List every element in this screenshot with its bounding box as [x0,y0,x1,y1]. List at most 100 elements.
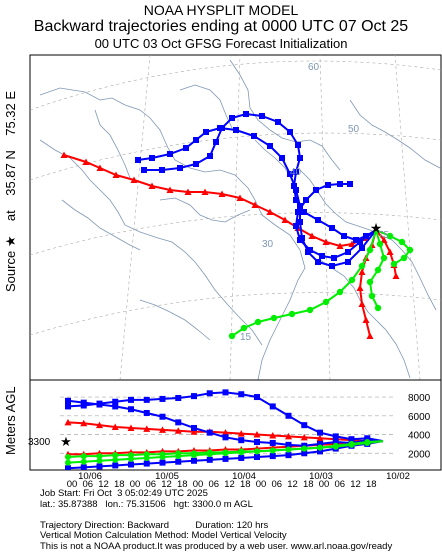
height-point [128,406,134,412]
height-point [270,440,276,446]
height-point [144,451,150,457]
source-star-icon: ★ [370,221,383,237]
map-trajectory-point [297,203,303,209]
height-point [223,434,229,440]
height-tick-label: 8000 [408,393,431,404]
map-trajectory-point [313,187,319,193]
date-tick-label: 10/03 [309,471,333,482]
map-trajectory-point [337,289,343,295]
map-trajectory-point [293,187,299,193]
map-trajectory-point [177,165,183,171]
map-trajectory-point [375,305,381,311]
map-trajectory-point [347,181,353,187]
height-point [286,452,292,458]
footer-line-5: Vertical Motion Calculation Method: Mode… [40,531,392,542]
map-trajectory-point [349,277,355,283]
map-trajectory-point [275,119,281,125]
footer-line-1: Job Start: Fri Oct 3 05:02:49 UTC 2025 [40,489,392,500]
map-trajectory-point [401,255,407,261]
height-point [254,454,260,460]
map-trajectory-point [341,233,347,239]
map-trajectory-point [251,133,257,139]
height-point [254,394,260,400]
map-trajectory-point [229,333,235,339]
height-point [97,402,103,408]
map-trajectory-point [183,145,189,151]
map-trajectory-point [259,113,265,119]
height-point [144,461,150,467]
height-point [191,450,197,456]
height-point [207,390,213,396]
height-point [254,439,260,445]
height-point [223,456,229,462]
map-trajectory-point [375,267,381,273]
height-point [238,391,244,397]
height-point [270,447,276,453]
map-trajectory-point [287,129,293,135]
map-trajectory-point [315,259,321,265]
map-trajectory-point [279,155,285,161]
height-point [81,400,87,406]
date-tick-label: 10/04 [232,471,256,482]
map-trajectory-point [377,241,383,247]
map-trajectory-point [305,249,311,255]
height-point [364,439,370,445]
footer-line-6: This is not a NOAA product.It was produc… [40,542,392,552]
footer-line-3 [40,510,392,521]
height-point [301,446,307,452]
height-point [65,454,71,460]
height-point [128,452,134,458]
map-trajectory-point [135,157,141,163]
height-point [301,422,307,428]
map-trajectory-point [391,261,397,267]
height-point [128,397,134,403]
map-trajectory-point [331,255,337,261]
height-point [81,453,87,459]
height-point [160,396,166,402]
map-trajectory-point [141,167,147,173]
map-frame [30,55,441,380]
height-point [175,459,181,465]
date-tick-label: 10/06 [78,471,102,482]
lat-label-40: 40 [290,167,302,178]
height-point [238,437,244,443]
map-trajectory-point [345,249,351,255]
height-point [207,457,213,463]
height-tick-label: 6000 [408,412,431,423]
height-point [207,430,213,436]
lon-label-15: 15 [240,332,252,343]
height-point [254,448,260,454]
map-trajectory-point [359,245,365,251]
map-trajectory-point [193,137,199,143]
height-point [112,452,118,458]
height-point [175,419,181,425]
start-height-label: 3300 [28,437,51,448]
height-point [128,462,134,468]
height-point [317,430,323,436]
height-tick-label: 4000 [408,431,431,442]
map-trajectory-point [345,259,351,265]
map-trajectory-point [315,217,321,223]
map-trajectory-point [337,181,343,187]
map-trajectory-point [299,235,305,241]
height-point [238,448,244,454]
height-point [144,397,150,403]
height-point [270,453,276,459]
height-point [175,450,181,456]
height-point [349,441,355,447]
height-point [144,410,150,416]
height-point [191,393,197,399]
height-point [191,458,197,464]
map-trajectory-point [267,143,273,149]
lat-label-60: 60 [308,62,320,73]
map-trajectory-point [203,129,209,135]
map-trajectory-point [233,127,239,133]
height-point [238,455,244,461]
height-point [175,395,181,401]
map-trajectory-point [399,239,405,245]
map-trajectory-point [243,111,249,117]
map-trajectory-point [301,209,307,215]
height-point [333,433,339,439]
